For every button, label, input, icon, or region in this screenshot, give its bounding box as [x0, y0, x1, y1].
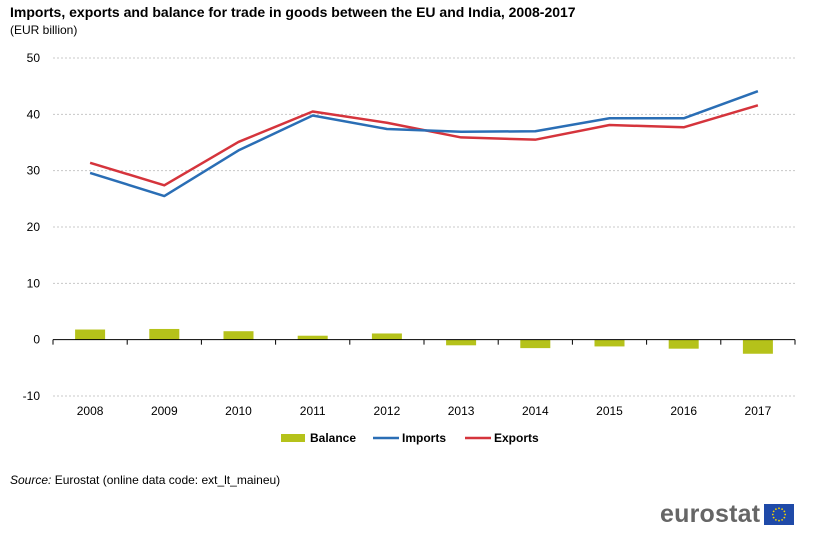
flag-star [783, 510, 786, 513]
y-tick-label: 50 [27, 51, 41, 65]
trade-chart: -10 0 10 20 30 40 50 2008 2009 2010 2011 2012 2013 20… [23, 51, 796, 445]
chart-subtitle: (EUR billion) [10, 23, 78, 37]
y-tick-label: 20 [27, 220, 41, 234]
legend-exports-label: Exports [494, 431, 539, 445]
x-tick-label: 2013 [448, 404, 475, 418]
flag-star [778, 507, 781, 510]
legend-balance-swatch [281, 434, 305, 442]
flag-star [772, 516, 775, 519]
balance-bar [668, 339, 699, 349]
x-tick-label: 2009 [151, 404, 178, 418]
y-tick-label: 0 [33, 333, 40, 347]
y-tick-label: 10 [27, 276, 41, 290]
balance-bar [297, 335, 328, 340]
legend-imports-label: Imports [402, 431, 446, 445]
flag-star [772, 510, 775, 513]
flag-star [784, 513, 787, 516]
source-label: Source: [10, 473, 52, 487]
chart-title: Imports, exports and balance for trade i… [10, 4, 576, 20]
eurostat-logo-text: eurostat [660, 500, 761, 528]
balance-bar [742, 339, 773, 354]
source-note: Source: Eurostat (online data code: ext_… [10, 473, 280, 487]
balance-bar [371, 333, 402, 340]
flag-star [772, 513, 774, 516]
eurostat-logo: eurostat [660, 500, 795, 529]
flag-star [783, 516, 786, 519]
balance-bar [149, 328, 180, 340]
legend-balance-label: Balance [310, 431, 356, 445]
y-tick-label: -10 [23, 389, 41, 403]
x-tick-label: 2010 [225, 404, 252, 418]
x-tick-label: 2011 [300, 404, 326, 418]
y-tick-label: 40 [27, 107, 41, 121]
x-tick-label: 2014 [522, 404, 549, 418]
flag-star [778, 519, 781, 522]
x-tick-label: 2008 [77, 404, 104, 418]
flag-star [781, 508, 784, 511]
x-tick-label: 2017 [745, 404, 772, 418]
flag-star [775, 508, 778, 511]
x-tick-label: 2015 [596, 404, 623, 418]
balance-bar [446, 339, 477, 346]
x-tick-label: 2016 [670, 404, 697, 418]
flag-star [781, 518, 784, 521]
balance-bar [594, 339, 625, 347]
balance-bar [223, 331, 254, 340]
balance-bar [75, 329, 106, 340]
balance-bar [520, 339, 551, 349]
imports-line [89, 90, 759, 198]
x-tick-label: 2012 [374, 404, 401, 418]
source-text: Eurostat (online data code: ext_lt_maine… [54, 473, 281, 487]
eu-flag-icon [764, 504, 795, 525]
flag-star [775, 518, 778, 521]
y-tick-label: 30 [27, 164, 41, 178]
